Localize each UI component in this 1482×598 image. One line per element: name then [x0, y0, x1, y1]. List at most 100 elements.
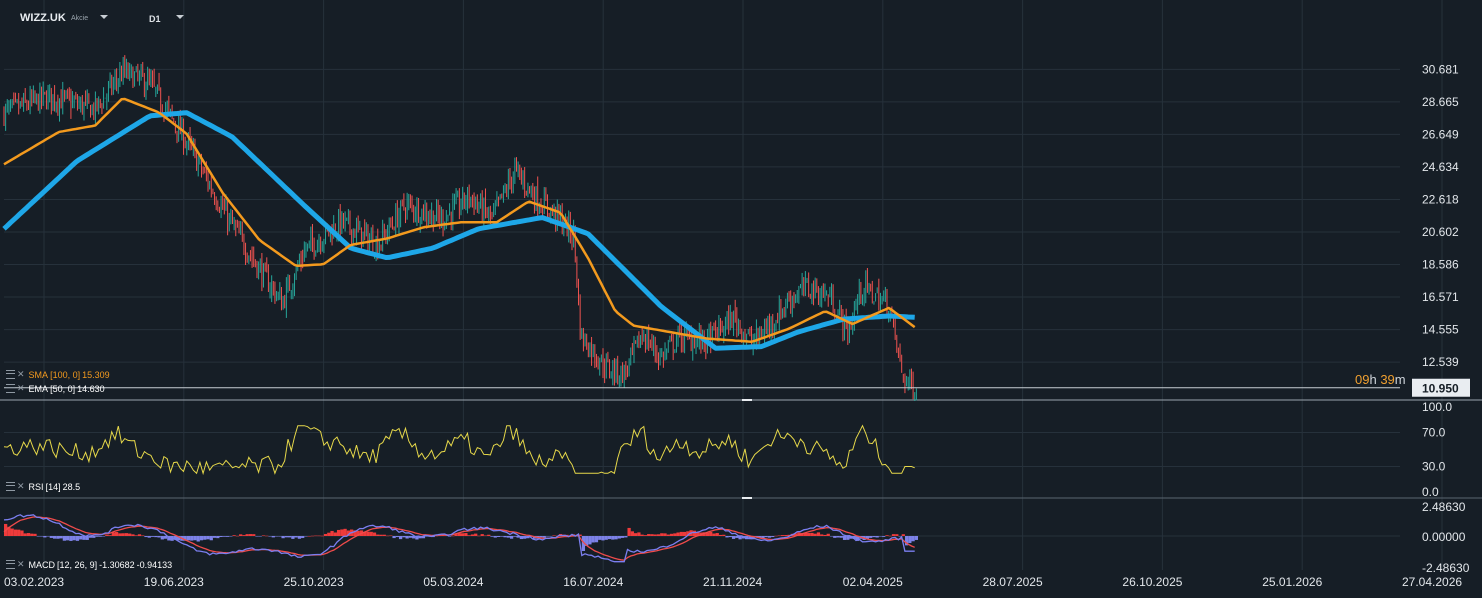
- macd-histogram-bar: [738, 536, 742, 540]
- macd-histogram-bar: [186, 536, 191, 541]
- macd-histogram-bar: [268, 536, 272, 537]
- macd-histogram-bar: [549, 536, 553, 537]
- macd-histogram-bar: [206, 536, 210, 540]
- macd-histogram-bar: [209, 536, 213, 541]
- macd-histogram-bar: [356, 530, 360, 536]
- macd-histogram-bar: [692, 530, 697, 536]
- macd-histogram-bar: [656, 534, 661, 536]
- price-axis-tick-label: 16.571: [1422, 290, 1459, 304]
- macd-histogram-bar: [855, 536, 860, 541]
- countdown-m-unit: m: [1394, 372, 1406, 387]
- macd-histogram-bar: [438, 535, 442, 537]
- macd-histogram-bar: [85, 536, 89, 540]
- macd-histogram-bar: [637, 532, 641, 536]
- macd-histogram-bar: [111, 532, 115, 536]
- timeframe-selector[interactable]: D1: [149, 14, 161, 24]
- macd-histogram-bar: [895, 534, 899, 536]
- macd-histogram-bar: [516, 536, 520, 538]
- price-axis-tick-label: 26.649: [1422, 127, 1459, 141]
- macd-histogram-bar: [513, 536, 517, 537]
- ema-close-icon[interactable]: ✕: [17, 383, 25, 393]
- macd-histogram-bar: [248, 534, 253, 536]
- macd-histogram-bar: [451, 535, 455, 537]
- macd-histogram-bar: [382, 534, 386, 536]
- macd-histogram-bar: [196, 536, 200, 542]
- candle-countdown: 09h 39m: [1355, 372, 1406, 387]
- macd-histogram-bar: [56, 536, 60, 539]
- macd-histogram-bar: [601, 536, 605, 541]
- sma-settings-icon[interactable]: [6, 370, 15, 379]
- macd-histogram-bar: [620, 536, 625, 538]
- price-axis-tick-label: 30.681: [1422, 62, 1459, 76]
- macd-histogram-bar: [307, 535, 311, 537]
- macd-histogram-bar: [66, 536, 70, 541]
- sma-label: SMA: [28, 369, 49, 380]
- macd-histogram-bar: [585, 536, 589, 546]
- macd-histogram-bar: [696, 532, 700, 536]
- macd-legend: ✕ MACD [12, 26, 9] -1.30682 -0.94133: [6, 559, 172, 570]
- symbol-name[interactable]: WIZZ.UK: [20, 12, 66, 24]
- macd-histogram-bar: [108, 535, 112, 536]
- macd-histogram-bar: [728, 536, 732, 538]
- macd-histogram-bar: [36, 536, 40, 537]
- symbol-dropdown-chevron-down-icon[interactable]: [100, 15, 108, 19]
- macd-histogram-bar: [245, 534, 249, 536]
- macd-histogram-bar: [124, 533, 129, 536]
- last-price-label: 10.950: [1422, 382, 1459, 396]
- ema-settings-icon[interactable]: [6, 384, 15, 393]
- macd-histogram-bar: [686, 531, 690, 536]
- macd-histogram-bar: [810, 532, 814, 536]
- macd-histogram-bar: [731, 536, 736, 539]
- macd-histogram-bar: [336, 529, 341, 536]
- macd-histogram-bar: [353, 530, 357, 536]
- ema-legend: ✕ EMA [50, 0] 14.630: [6, 383, 105, 394]
- ema-line: [3, 97, 916, 343]
- macd-histogram-bar: [10, 528, 14, 536]
- rsi-close-icon[interactable]: ✕: [17, 481, 25, 491]
- pane-resize-handle[interactable]: [742, 497, 752, 499]
- macd-histogram-bar: [660, 533, 664, 536]
- timeframe-dropdown-chevron-down-icon[interactable]: [176, 15, 184, 19]
- macd-histogram-bar: [885, 535, 889, 536]
- macd-histogram-bar: [183, 536, 187, 541]
- macd-signal-line: [3, 516, 915, 561]
- pane-resize-handle[interactable]: [742, 399, 752, 401]
- macd-histogram-bar: [392, 536, 396, 539]
- macd-histogram-bar: [402, 536, 406, 538]
- macd-histogram-bar: [154, 536, 158, 538]
- macd-histogram-bar: [604, 536, 608, 540]
- time-axis-tick-label: 21.11.2024: [703, 575, 762, 589]
- macd-histogram-bar: [542, 536, 546, 538]
- macd-histogram-bar: [470, 534, 475, 536]
- macd-histogram-bar: [500, 536, 504, 537]
- macd-histogram-bar: [846, 536, 850, 540]
- macd-histogram-bar: [52, 536, 57, 539]
- price-axis-tick-label: 24.634: [1422, 160, 1459, 174]
- macd-histogram-bar: [252, 534, 256, 536]
- macd-histogram-bar: [901, 534, 905, 536]
- macd-histogram-bar: [229, 536, 233, 537]
- sma-close-icon[interactable]: ✕: [17, 369, 25, 379]
- macd-histogram-bar: [13, 529, 18, 536]
- macd-histogram-bar: [826, 533, 830, 536]
- macd-close-icon[interactable]: ✕: [17, 559, 25, 569]
- macd-histogram-bar: [163, 536, 168, 539]
- rsi-settings-icon[interactable]: [6, 482, 15, 491]
- ema-label: EMA: [28, 383, 49, 394]
- macd-histogram-bar: [92, 536, 96, 538]
- macd-histogram-bar: [95, 536, 99, 537]
- macd-histogram-bar: [474, 533, 478, 536]
- macd-histogram-bar: [425, 536, 429, 537]
- macd-settings-icon[interactable]: [6, 560, 15, 569]
- price-axis-tick-label: 14.555: [1422, 323, 1459, 337]
- macd-histogram-bar: [839, 536, 843, 538]
- macd-histogram-bar: [372, 532, 377, 536]
- macd-histogram-bar: [274, 536, 279, 537]
- price-axis-tick-label: 20.602: [1422, 225, 1459, 239]
- macd-histogram-bar: [640, 534, 644, 536]
- macd-histogram-bar: [144, 536, 148, 538]
- macd-histogram-bar: [715, 533, 719, 536]
- macd-histogram-bar: [898, 536, 902, 537]
- macd-histogram-bar: [222, 536, 226, 537]
